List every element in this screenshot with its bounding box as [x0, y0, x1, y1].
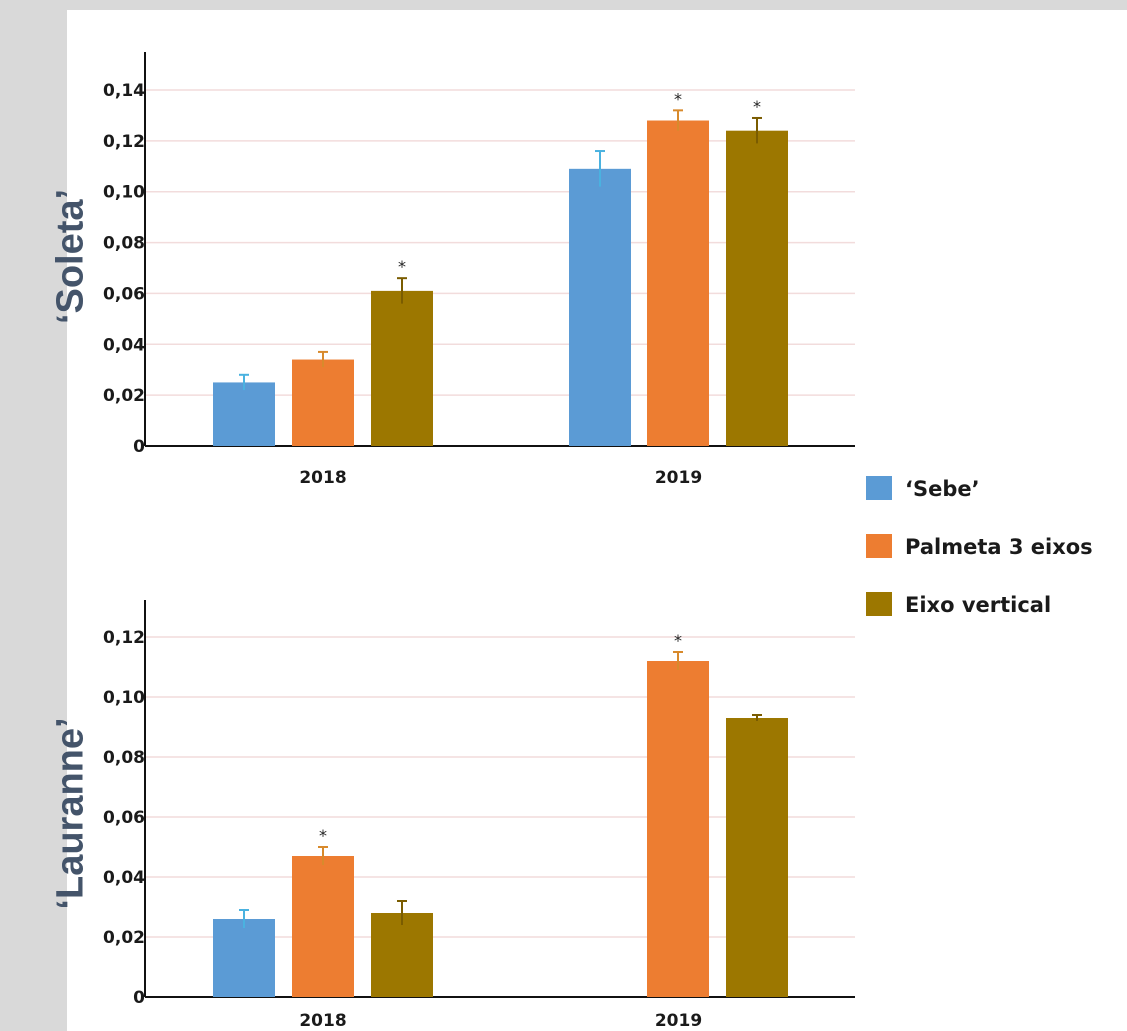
- bar: [371, 913, 433, 997]
- bar: [569, 168, 631, 447]
- bar: [213, 919, 275, 997]
- bar: [726, 718, 788, 997]
- y-tick-label: 0,04: [103, 335, 145, 355]
- y-tick-label: 0,10: [103, 183, 145, 203]
- x-category-label: 2019: [655, 468, 702, 488]
- y-tick-label: 0,12: [103, 132, 145, 152]
- x-category-label: 2018: [299, 1011, 346, 1031]
- bar: [292, 359, 354, 446]
- y-tick-label: 0,08: [103, 234, 145, 254]
- bar: [726, 130, 788, 446]
- significance-marker: *: [753, 97, 761, 116]
- y-tick-label: 0,04: [103, 868, 145, 888]
- y-tick-label: 0,06: [103, 284, 145, 304]
- y-tick-label: 0: [133, 437, 145, 457]
- y-tick-label: 0,02: [103, 928, 145, 948]
- legend-label: ‘Sebe’: [905, 477, 980, 501]
- significance-marker: *: [398, 257, 406, 276]
- legend-swatch: [866, 476, 892, 500]
- y-tick-label: 0,02: [103, 386, 145, 406]
- y-tick-label: 0,12: [103, 628, 145, 648]
- bar: [647, 120, 709, 446]
- bar: [292, 856, 354, 997]
- legend-label: Eixo vertical: [905, 593, 1051, 617]
- bar: [647, 661, 709, 997]
- legend-swatch: [866, 592, 892, 616]
- x-category-label: 2018: [299, 468, 346, 488]
- chart-panel-1: 0 0,02 0,04 0,06 0,08 0,10 0,12 0,14 * * * 2018 2019: [103, 52, 855, 488]
- y-tick-label: 0: [133, 988, 145, 1008]
- legend: ‘Sebe’ Palmeta 3 eixos Eixo vertical: [866, 476, 1093, 617]
- significance-marker: *: [319, 826, 327, 845]
- significance-marker: *: [674, 631, 682, 650]
- bar: [213, 382, 275, 446]
- y-tick-label: 0,14: [103, 81, 145, 101]
- y-tick-label: 0,08: [103, 748, 145, 768]
- legend-label: Palmeta 3 eixos: [905, 535, 1093, 559]
- x-category-label: 2019: [655, 1011, 702, 1031]
- y-tick-label: 0,10: [103, 688, 145, 708]
- significance-marker: *: [674, 89, 682, 108]
- y-tick-label: 0,06: [103, 808, 145, 828]
- bar: [371, 290, 433, 446]
- chart-panel-2: 0 0,02 0,04 0,06 0,08 0,10 0,12 * * 2018 2019: [103, 600, 855, 1031]
- legend-swatch: [866, 534, 892, 558]
